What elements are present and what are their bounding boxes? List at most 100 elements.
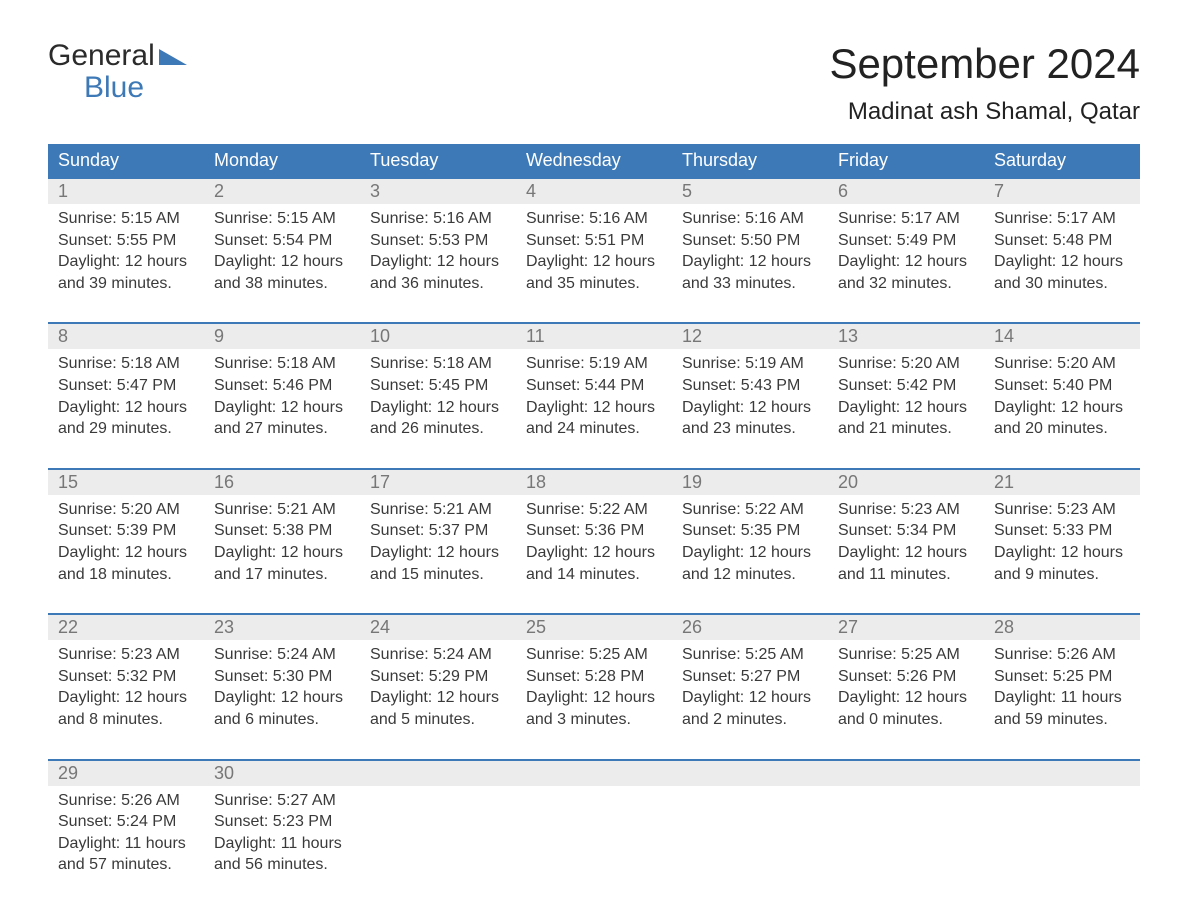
day-number: 20 bbox=[828, 470, 984, 495]
sunrise-line: Sunrise: 5:16 AM bbox=[682, 208, 818, 230]
day-number: 21 bbox=[984, 470, 1140, 495]
sunset-line: Sunset: 5:45 PM bbox=[370, 375, 506, 397]
daylight-line: Daylight: 12 hours and 5 minutes. bbox=[370, 687, 506, 730]
day-cell bbox=[828, 786, 984, 876]
day-cell: Sunrise: 5:21 AMSunset: 5:38 PMDaylight:… bbox=[204, 495, 360, 585]
sunrise-line: Sunrise: 5:20 AM bbox=[838, 353, 974, 375]
day-cell: Sunrise: 5:16 AMSunset: 5:53 PMDaylight:… bbox=[360, 204, 516, 294]
sunset-line: Sunset: 5:49 PM bbox=[838, 230, 974, 252]
day-cell: Sunrise: 5:26 AMSunset: 5:24 PMDaylight:… bbox=[48, 786, 204, 876]
weekday-header: Thursday bbox=[672, 144, 828, 177]
day-number: 5 bbox=[672, 179, 828, 204]
sunrise-line: Sunrise: 5:19 AM bbox=[682, 353, 818, 375]
weekday-header: Sunday bbox=[48, 144, 204, 177]
day-cell: Sunrise: 5:27 AMSunset: 5:23 PMDaylight:… bbox=[204, 786, 360, 876]
day-number bbox=[828, 761, 984, 786]
sunrise-line: Sunrise: 5:17 AM bbox=[994, 208, 1130, 230]
sunset-line: Sunset: 5:26 PM bbox=[838, 666, 974, 688]
sunset-line: Sunset: 5:40 PM bbox=[994, 375, 1130, 397]
daylight-line: Daylight: 12 hours and 17 minutes. bbox=[214, 542, 350, 585]
daylight-line: Daylight: 12 hours and 9 minutes. bbox=[994, 542, 1130, 585]
day-number: 10 bbox=[360, 324, 516, 349]
weekday-header: Saturday bbox=[984, 144, 1140, 177]
day-number: 29 bbox=[48, 761, 204, 786]
calendar-week: 2930Sunrise: 5:26 AMSunset: 5:24 PMDayli… bbox=[48, 759, 1140, 876]
day-number: 26 bbox=[672, 615, 828, 640]
sunrise-line: Sunrise: 5:23 AM bbox=[58, 644, 194, 666]
sunset-line: Sunset: 5:33 PM bbox=[994, 520, 1130, 542]
daylight-line: Daylight: 12 hours and 26 minutes. bbox=[370, 397, 506, 440]
sunset-line: Sunset: 5:48 PM bbox=[994, 230, 1130, 252]
day-number-row: 1234567 bbox=[48, 179, 1140, 204]
day-number: 8 bbox=[48, 324, 204, 349]
sunset-line: Sunset: 5:36 PM bbox=[526, 520, 662, 542]
sunset-line: Sunset: 5:42 PM bbox=[838, 375, 974, 397]
logo: General Blue bbox=[48, 40, 187, 103]
sunset-line: Sunset: 5:30 PM bbox=[214, 666, 350, 688]
sunset-line: Sunset: 5:23 PM bbox=[214, 811, 350, 833]
calendar-week: 1234567Sunrise: 5:15 AMSunset: 5:55 PMDa… bbox=[48, 177, 1140, 294]
sunrise-line: Sunrise: 5:18 AM bbox=[58, 353, 194, 375]
sunset-line: Sunset: 5:32 PM bbox=[58, 666, 194, 688]
sunrise-line: Sunrise: 5:24 AM bbox=[214, 644, 350, 666]
day-number: 22 bbox=[48, 615, 204, 640]
day-cell bbox=[516, 786, 672, 876]
sunrise-line: Sunrise: 5:25 AM bbox=[526, 644, 662, 666]
day-cell bbox=[360, 786, 516, 876]
weekday-header-row: SundayMondayTuesdayWednesdayThursdayFrid… bbox=[48, 144, 1140, 177]
day-number: 14 bbox=[984, 324, 1140, 349]
sunrise-line: Sunrise: 5:20 AM bbox=[994, 353, 1130, 375]
sunset-line: Sunset: 5:25 PM bbox=[994, 666, 1130, 688]
day-number: 15 bbox=[48, 470, 204, 495]
calendar-week: 15161718192021Sunrise: 5:20 AMSunset: 5:… bbox=[48, 468, 1140, 585]
day-number: 24 bbox=[360, 615, 516, 640]
sunrise-line: Sunrise: 5:22 AM bbox=[682, 499, 818, 521]
day-number: 12 bbox=[672, 324, 828, 349]
daylight-line: Daylight: 11 hours and 56 minutes. bbox=[214, 833, 350, 876]
day-cell: Sunrise: 5:20 AMSunset: 5:42 PMDaylight:… bbox=[828, 349, 984, 439]
calendar-week: 891011121314Sunrise: 5:18 AMSunset: 5:47… bbox=[48, 322, 1140, 439]
sunset-line: Sunset: 5:29 PM bbox=[370, 666, 506, 688]
day-number: 2 bbox=[204, 179, 360, 204]
daylight-line: Daylight: 12 hours and 11 minutes. bbox=[838, 542, 974, 585]
sunset-line: Sunset: 5:50 PM bbox=[682, 230, 818, 252]
day-cell: Sunrise: 5:25 AMSunset: 5:26 PMDaylight:… bbox=[828, 640, 984, 730]
sunset-line: Sunset: 5:53 PM bbox=[370, 230, 506, 252]
sunrise-line: Sunrise: 5:17 AM bbox=[838, 208, 974, 230]
sunset-line: Sunset: 5:51 PM bbox=[526, 230, 662, 252]
day-cell: Sunrise: 5:25 AMSunset: 5:28 PMDaylight:… bbox=[516, 640, 672, 730]
weekday-header: Friday bbox=[828, 144, 984, 177]
sunset-line: Sunset: 5:46 PM bbox=[214, 375, 350, 397]
daylight-line: Daylight: 12 hours and 33 minutes. bbox=[682, 251, 818, 294]
day-number-row: 2930 bbox=[48, 761, 1140, 786]
day-number bbox=[516, 761, 672, 786]
sunset-line: Sunset: 5:28 PM bbox=[526, 666, 662, 688]
sunset-line: Sunset: 5:38 PM bbox=[214, 520, 350, 542]
day-cell: Sunrise: 5:24 AMSunset: 5:29 PMDaylight:… bbox=[360, 640, 516, 730]
daylight-line: Daylight: 12 hours and 23 minutes. bbox=[682, 397, 818, 440]
daylight-line: Daylight: 12 hours and 36 minutes. bbox=[370, 251, 506, 294]
sunrise-line: Sunrise: 5:27 AM bbox=[214, 790, 350, 812]
sunrise-line: Sunrise: 5:22 AM bbox=[526, 499, 662, 521]
day-cell: Sunrise: 5:15 AMSunset: 5:55 PMDaylight:… bbox=[48, 204, 204, 294]
sunrise-line: Sunrise: 5:15 AM bbox=[58, 208, 194, 230]
weekday-header: Monday bbox=[204, 144, 360, 177]
daylight-line: Daylight: 12 hours and 2 minutes. bbox=[682, 687, 818, 730]
daylight-line: Daylight: 12 hours and 0 minutes. bbox=[838, 687, 974, 730]
day-number: 28 bbox=[984, 615, 1140, 640]
day-number: 27 bbox=[828, 615, 984, 640]
sunrise-line: Sunrise: 5:23 AM bbox=[994, 499, 1130, 521]
sunrise-line: Sunrise: 5:15 AM bbox=[214, 208, 350, 230]
day-number: 17 bbox=[360, 470, 516, 495]
sunrise-line: Sunrise: 5:21 AM bbox=[370, 499, 506, 521]
day-cell: Sunrise: 5:18 AMSunset: 5:45 PMDaylight:… bbox=[360, 349, 516, 439]
day-cell: Sunrise: 5:16 AMSunset: 5:51 PMDaylight:… bbox=[516, 204, 672, 294]
day-number: 3 bbox=[360, 179, 516, 204]
day-number: 16 bbox=[204, 470, 360, 495]
day-cell bbox=[984, 786, 1140, 876]
day-cell: Sunrise: 5:16 AMSunset: 5:50 PMDaylight:… bbox=[672, 204, 828, 294]
daylight-line: Daylight: 12 hours and 14 minutes. bbox=[526, 542, 662, 585]
sunrise-line: Sunrise: 5:19 AM bbox=[526, 353, 662, 375]
daylight-line: Daylight: 12 hours and 39 minutes. bbox=[58, 251, 194, 294]
weekday-header: Wednesday bbox=[516, 144, 672, 177]
